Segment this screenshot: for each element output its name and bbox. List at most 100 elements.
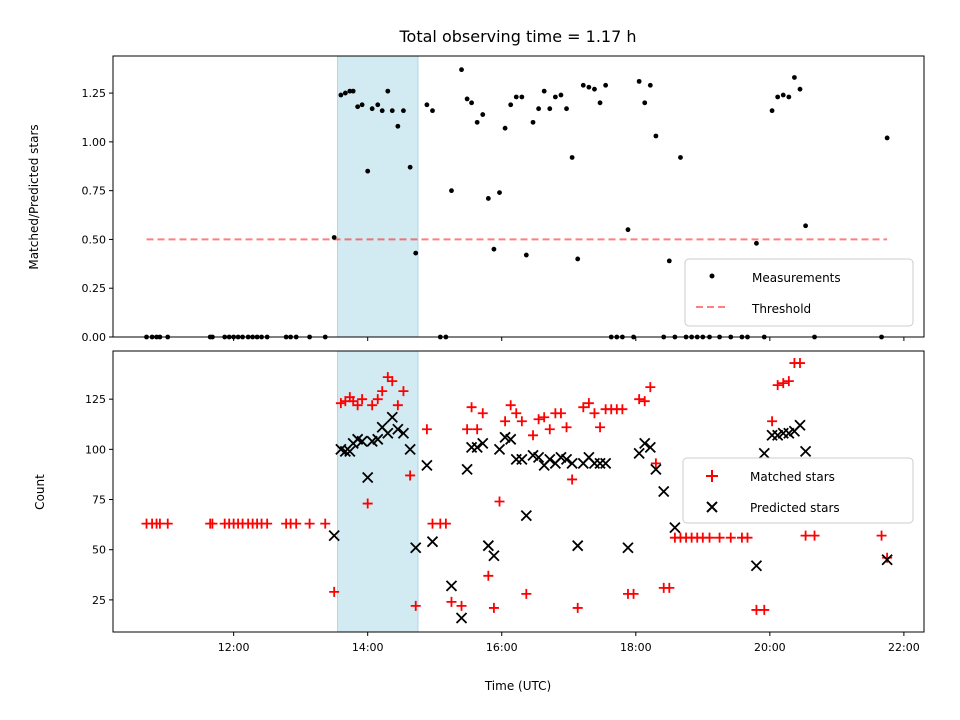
y-tick-label: 0.50	[82, 233, 107, 246]
matched-star-points	[141, 358, 893, 615]
measurement-point	[347, 88, 353, 94]
measurement-point	[666, 258, 672, 264]
measurement-point	[552, 94, 558, 100]
measurement-point	[449, 188, 454, 194]
predicted-star-point	[669, 521, 681, 534]
legend-measurements-marker	[709, 273, 715, 279]
matched-star-point	[456, 600, 467, 611]
y-tick-label: 25	[92, 594, 106, 607]
y-tick-label: 75	[92, 494, 106, 507]
measurement-point	[780, 92, 786, 98]
predicted-star-point	[532, 451, 545, 464]
predicted-star-point	[658, 485, 670, 498]
measurement-point	[513, 94, 519, 100]
matched-star-point	[440, 518, 451, 529]
measurement-point	[395, 123, 401, 129]
predicted-star-point	[477, 437, 489, 449]
matched-star-point	[505, 400, 516, 411]
measurement-point	[597, 100, 603, 106]
measurement-point	[769, 108, 775, 114]
bottom-y-axis-label: Count	[33, 474, 47, 510]
predicted-star-point	[397, 427, 410, 439]
x-tick-label: 16:00	[486, 641, 518, 654]
matched-star-point	[539, 412, 550, 423]
measurement-point	[625, 227, 631, 233]
measurement-point	[547, 106, 553, 112]
predicted-star-point	[482, 540, 494, 552]
predicted-star-point	[455, 612, 468, 624]
matched-star-point	[405, 470, 416, 481]
matched-star-point	[362, 498, 373, 509]
predicted-star-point	[622, 542, 634, 554]
predicted-star-point	[644, 441, 656, 453]
bottom-y-ticks: 25 50 75 100 125	[85, 393, 113, 607]
top-axes-frame	[112, 55, 925, 338]
measurement-point	[775, 94, 781, 100]
measurement-point	[592, 86, 597, 92]
matched-star-point	[704, 532, 715, 543]
matched-star-point	[578, 402, 589, 413]
matched-star-point	[392, 400, 403, 411]
measurement-point	[678, 155, 683, 160]
measurement-point	[530, 119, 536, 125]
matched-star-point	[595, 422, 606, 433]
measurement-point	[359, 102, 365, 108]
top-legend: Measurements Threshold	[684, 258, 914, 327]
top-y-axis-label: Matched/Predicted stars	[27, 124, 41, 269]
measurement-point	[569, 155, 575, 160]
chart-title: Total observing time = 1.17 h	[398, 27, 636, 46]
bottom-legend-box	[682, 457, 914, 524]
matched-star-point	[759, 604, 770, 615]
predicted-star-point	[356, 435, 368, 447]
measurement-point	[636, 78, 642, 84]
matched-star-point	[516, 416, 527, 427]
matched-star-point	[628, 588, 639, 599]
predicted-star-point	[382, 427, 394, 439]
y-tick-label: 0.00	[82, 331, 107, 344]
matched-star-point	[500, 416, 511, 427]
predicted-star-point	[566, 457, 578, 470]
measurement-point	[338, 92, 344, 98]
predicted-star-point	[572, 540, 584, 552]
bottom-axes-frame	[112, 350, 925, 633]
predicted-star-point	[404, 443, 416, 455]
measurement-point	[491, 246, 497, 252]
measurement-point	[469, 100, 474, 106]
measurement-point	[523, 252, 529, 258]
matched-star-point	[882, 552, 893, 563]
matched-star-point	[377, 386, 388, 397]
matched-star-point	[372, 394, 383, 405]
y-tick-label: 1.00	[82, 136, 107, 149]
measurement-point	[485, 196, 491, 201]
predicted-star-point	[392, 423, 404, 435]
matched-star-point	[572, 602, 583, 613]
matched-star-point	[291, 518, 302, 529]
matched-star-point	[521, 588, 532, 599]
measurement-point	[355, 104, 361, 110]
measurement-point	[797, 86, 803, 92]
bottom-panel: 25 50 75 100 125 12:00 14:00 16:00 18:00 20:00 22…	[33, 350, 925, 693]
top-legend-box	[684, 258, 914, 327]
y-tick-label: 0.75	[82, 185, 107, 198]
legend-predicted-label: Predicted stars	[750, 501, 840, 515]
measurement-point	[430, 108, 435, 114]
matched-star-point	[398, 386, 409, 397]
predicted-star-point	[386, 411, 398, 423]
top-x-ticks	[233, 337, 905, 341]
measurement-point	[365, 168, 371, 174]
legend-threshold-label: Threshold	[751, 302, 811, 316]
matched-star-point	[410, 600, 421, 611]
measurement-point	[424, 102, 430, 108]
matched-star-point	[617, 404, 628, 415]
top-y-ticks: 0.00 0.25 0.50 0.75 1.00 1.25	[82, 87, 113, 344]
measurement-point	[375, 102, 381, 108]
bottom-legend: Matched stars Predicted stars	[682, 457, 914, 524]
x-tick-label: 14:00	[352, 641, 384, 654]
measurement-point	[464, 96, 470, 102]
top-observing-window	[337, 55, 419, 338]
matched-star-point	[561, 422, 572, 433]
matched-star-point	[472, 424, 483, 435]
measurement-point	[480, 112, 486, 117]
measurement-point	[519, 94, 525, 100]
